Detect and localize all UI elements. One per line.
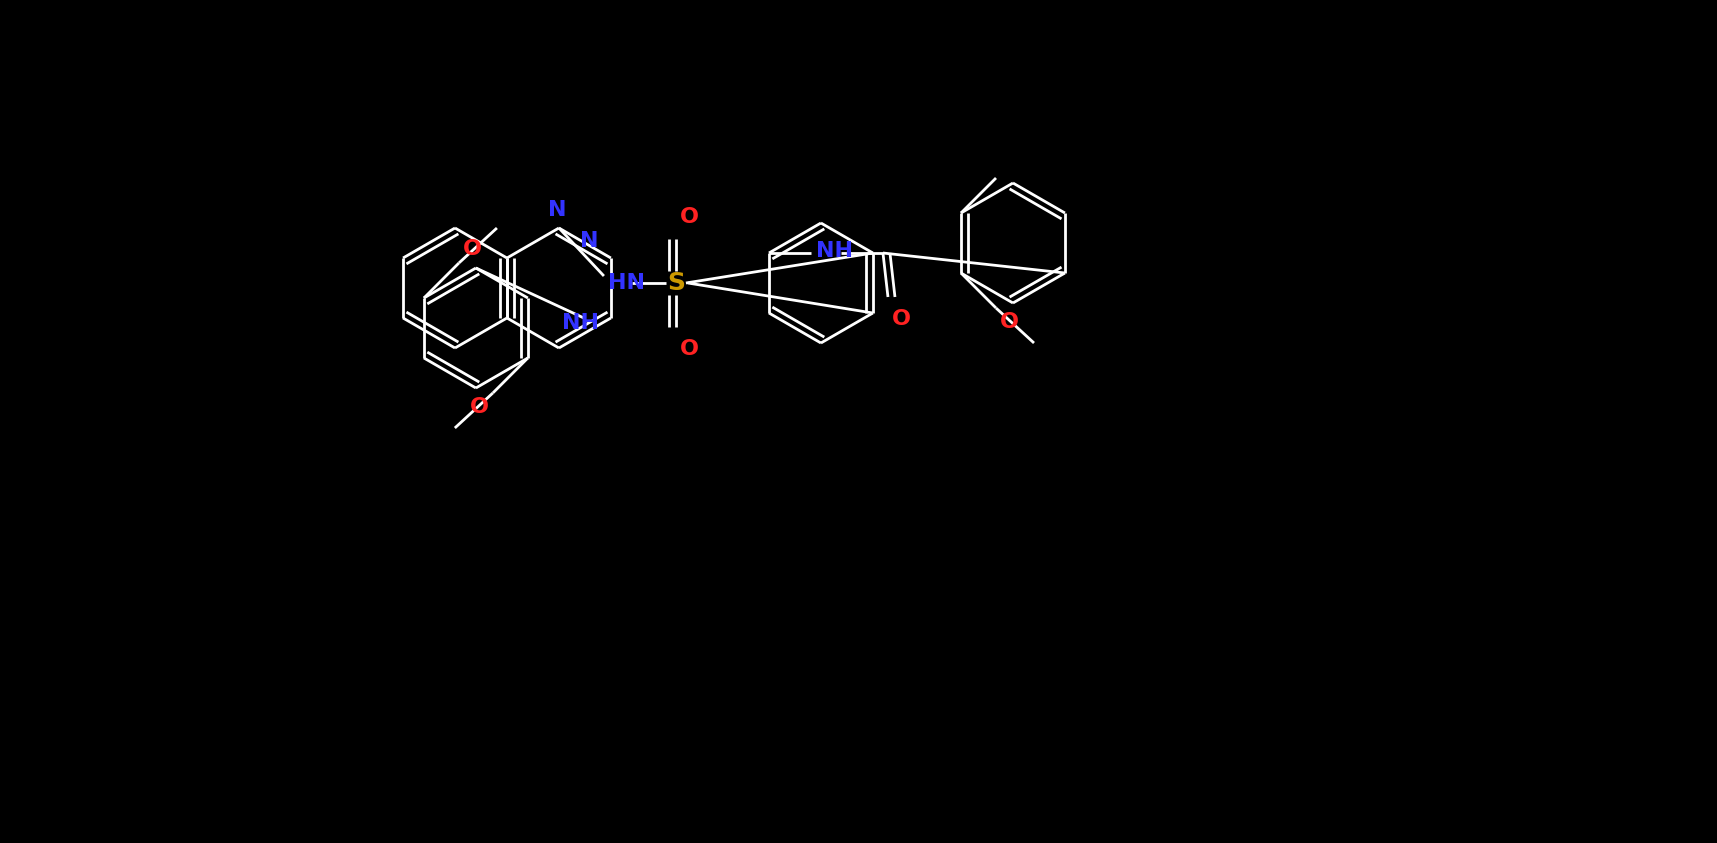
Text: NH: NH: [561, 313, 599, 333]
Text: O: O: [891, 309, 912, 329]
Text: N: N: [548, 200, 567, 220]
Text: O: O: [680, 339, 699, 359]
Text: O: O: [464, 239, 482, 259]
Text: N: N: [580, 231, 599, 251]
Text: HN: HN: [608, 273, 646, 293]
Text: NH: NH: [816, 241, 853, 261]
Text: O: O: [999, 312, 1018, 332]
Text: O: O: [680, 207, 699, 227]
Text: S: S: [666, 271, 685, 295]
Text: O: O: [470, 397, 489, 417]
